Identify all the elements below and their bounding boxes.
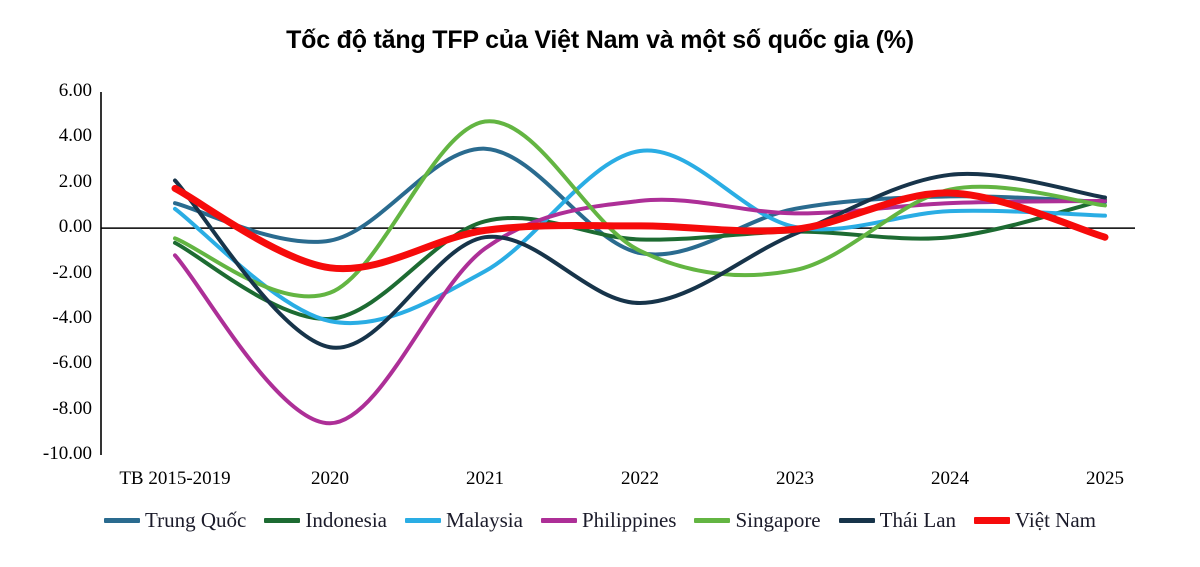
y-tick-label: -4.00	[52, 306, 92, 328]
legend-swatch-icon	[104, 518, 140, 523]
legend-label: Indonesia	[305, 508, 387, 532]
legend-item-thái-lan[interactable]: Thái Lan	[838, 508, 957, 533]
chart-title: Tốc độ tăng TFP của Việt Nam và một số q…	[286, 26, 914, 54]
series-line-philippines	[173, 197, 1107, 426]
legend-item-trung-quốc[interactable]: Trung Quốc	[104, 508, 246, 533]
series-line-singapore	[173, 119, 1107, 299]
y-tick-label: -6.00	[52, 352, 92, 374]
series-line-malaysia	[173, 148, 1107, 326]
x-tick-label: 2025	[1086, 468, 1124, 489]
legend-item-philippines[interactable]: Philippines	[540, 508, 677, 533]
legend-label: Singapore	[735, 508, 821, 532]
x-tick-label: 2020	[311, 468, 349, 489]
axes-layer	[100, 92, 1135, 455]
legend-label: Philippines	[581, 508, 677, 532]
legend-item-việt-nam[interactable]: Việt Nam	[974, 508, 1096, 533]
legend-swatch-icon	[974, 517, 1011, 524]
y-tick-label: 6.00	[58, 80, 92, 101]
y-tick-label: 4.00	[58, 125, 92, 147]
legend-swatch-icon	[694, 518, 731, 523]
legend-label: Malaysia	[445, 508, 523, 532]
legend-label: Thái Lan	[879, 508, 957, 532]
legend-swatch-icon	[540, 518, 577, 523]
y-tick-label: -10.00	[42, 443, 92, 464]
legend-swatch-icon	[838, 518, 875, 523]
x-tick-label: TB 2015-2019	[119, 468, 231, 489]
legend-item-malaysia[interactable]: Malaysia	[404, 508, 523, 533]
y-tick-label: -2.00	[52, 261, 92, 283]
legend-label: Trung Quốc	[145, 508, 247, 532]
y-tick-label: 0.00	[58, 216, 92, 238]
legend-item-indonesia[interactable]: Indonesia	[264, 508, 387, 533]
x-tick-label: 2022	[621, 468, 659, 489]
legend-label: Việt Nam	[1015, 508, 1096, 532]
series-line-indonesia	[173, 197, 1107, 321]
x-tick-label: 2021	[466, 468, 504, 489]
y-tick-label: -8.00	[52, 397, 92, 419]
chart-legend: Trung Quốc Indonesia Malaysia Philippines Si…	[0, 508, 1200, 533]
legend-swatch-icon	[404, 518, 441, 523]
legend-swatch-icon	[264, 518, 301, 523]
series-line-việt-nam	[171, 184, 1109, 273]
y-tick-label: 2.00	[58, 170, 92, 192]
legend-item-singapore[interactable]: Singapore	[694, 508, 821, 533]
series-layer	[171, 119, 1109, 426]
x-tick-label: 2024	[931, 468, 969, 489]
x-tick-label: 2023	[776, 468, 814, 489]
series-line-thái-lan	[173, 171, 1107, 350]
